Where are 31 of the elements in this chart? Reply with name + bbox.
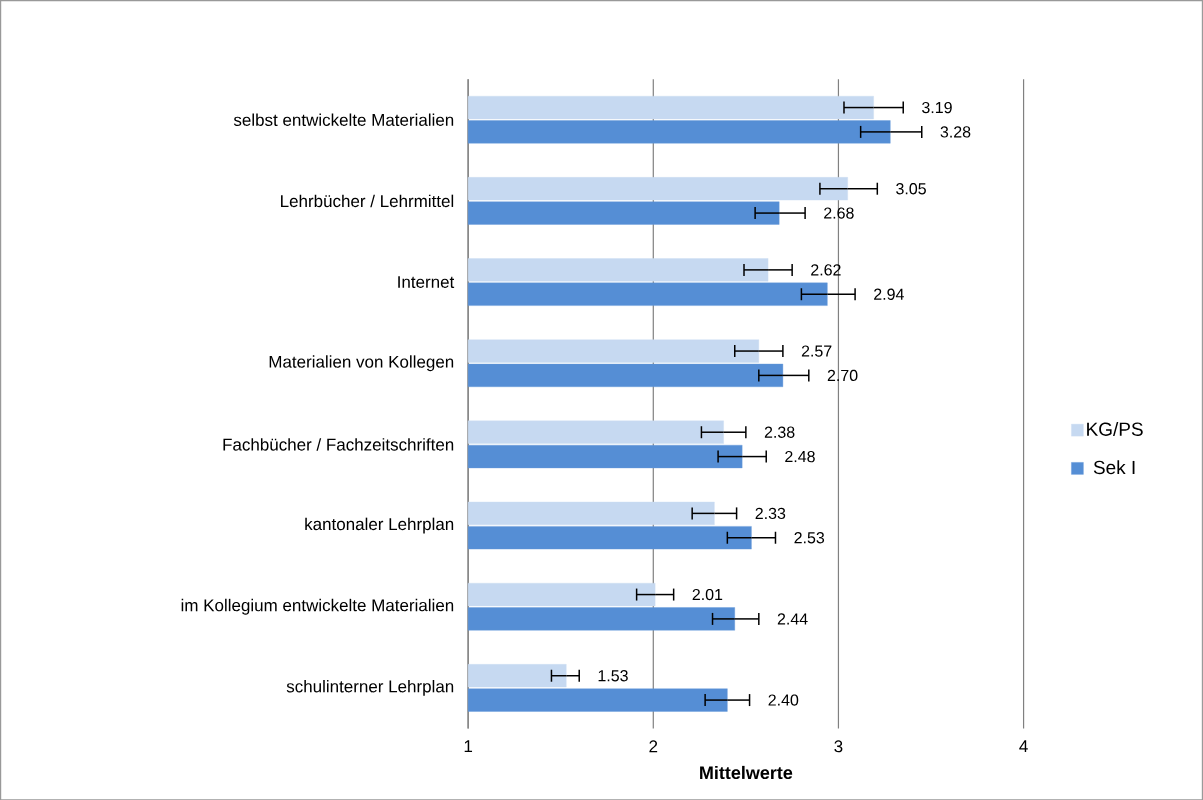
y-tick-label: kantonaler Lehrplan	[305, 517, 454, 534]
y-tick-label: Fachbücher / Fachzeitschriften	[223, 437, 454, 451]
data-label: 3.05	[896, 182, 926, 195]
x-axis-title: Mittelwerte	[700, 765, 793, 779]
x-tick-label: 1	[464, 740, 473, 752]
legend-label: Sek I	[1093, 460, 1135, 475]
y-tick-label: Internet	[398, 275, 455, 288]
x-tick-label: 2	[649, 740, 658, 753]
data-label: 3.28	[940, 126, 971, 138]
data-label: 2.33	[755, 507, 786, 519]
data-label: 3.19	[922, 101, 952, 114]
data-label: 2.48	[785, 450, 815, 463]
data-label: 2.01	[692, 588, 723, 601]
data-label: 2.68	[824, 207, 854, 219]
y-tick-label: schulinterner Lehrplan	[286, 679, 454, 696]
data-label: 2.70	[827, 369, 858, 381]
data-label: 1.53	[598, 669, 628, 682]
x-tick-label: 4	[1019, 740, 1028, 752]
y-tick-label: Materialien von Kollegen	[269, 355, 454, 371]
data-label: 2.44	[777, 613, 808, 625]
y-tick-label: Lehrbücher / Lehrmittel	[281, 194, 454, 207]
data-label: 2.94	[874, 288, 904, 300]
y-tick-label: selbst entwickelte Materialien	[233, 113, 454, 126]
y-tick-label: im Kollegium entwickelte Materialien	[181, 598, 454, 615]
x-tick-label: 3	[834, 740, 843, 753]
data-label: 2.40	[768, 694, 799, 706]
data-label: 2.57	[801, 345, 832, 357]
data-label: 2.62	[811, 264, 841, 276]
legend-label: KG/PS	[1087, 421, 1143, 436]
data-label: 2.53	[794, 531, 825, 544]
data-label: 2.38	[764, 426, 795, 438]
